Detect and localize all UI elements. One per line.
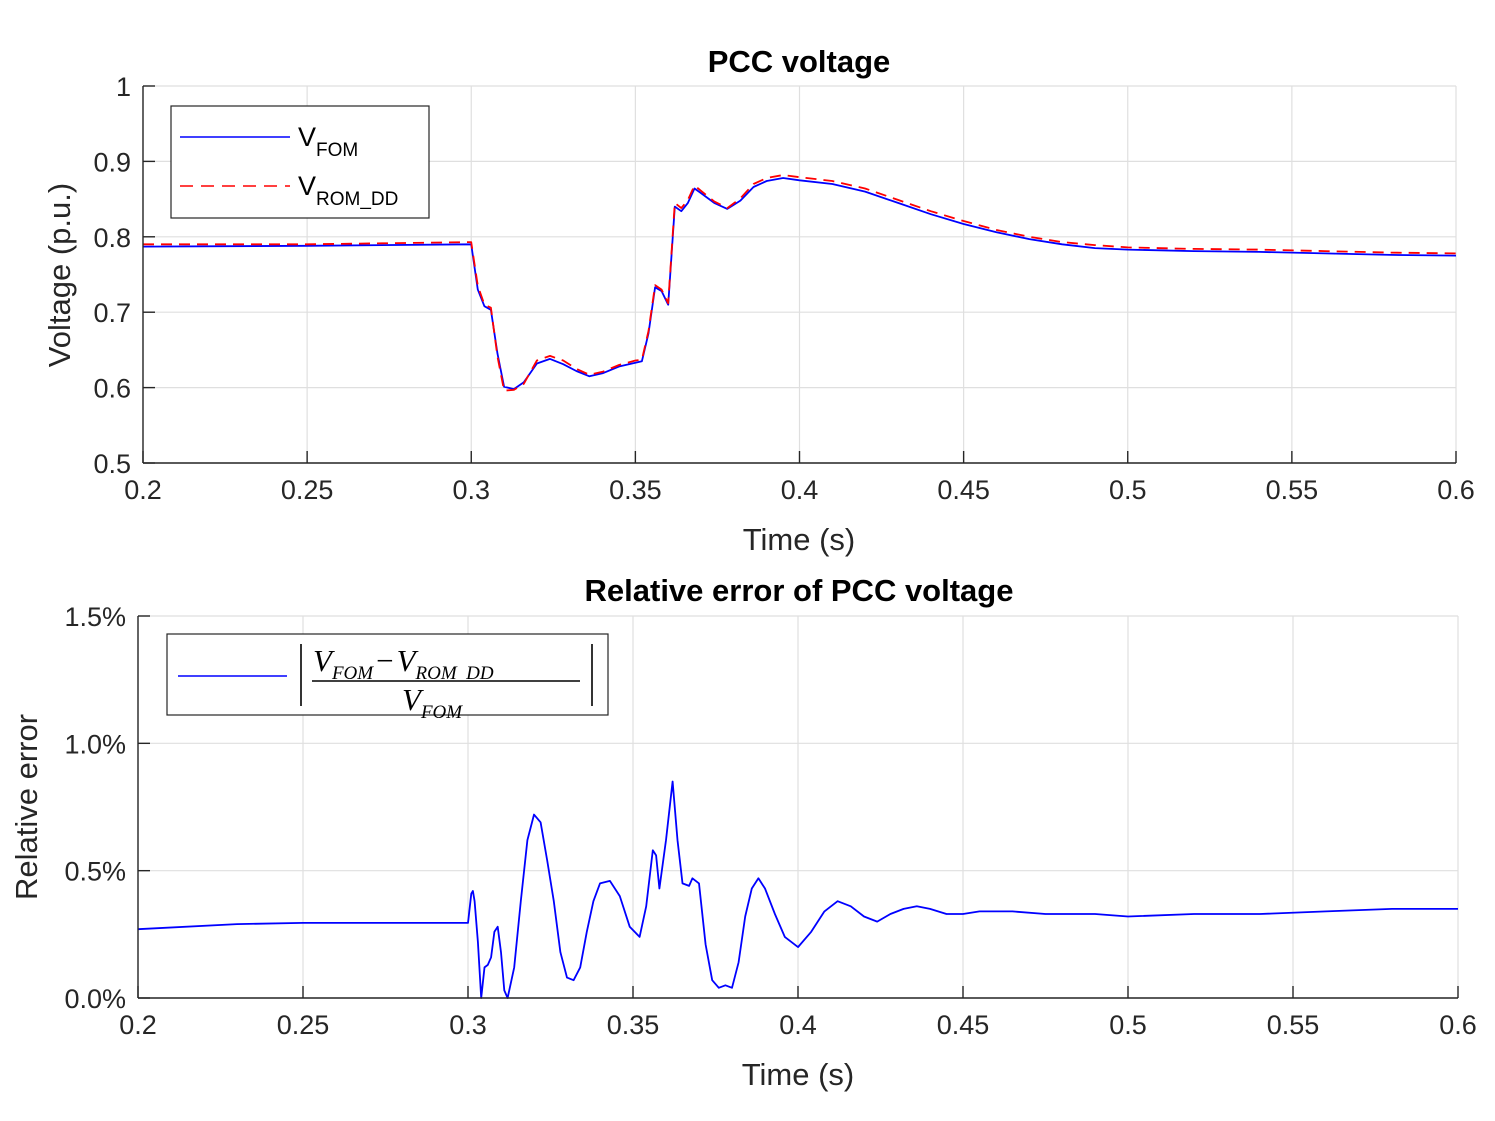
- x-tick-label: 0.6: [1437, 475, 1475, 505]
- num-left-sub: FOM: [331, 663, 374, 684]
- x-tick-label: 0.4: [779, 1010, 817, 1040]
- x-tick-label: 0.5: [1109, 1010, 1147, 1040]
- x-tick-label: 0.2: [124, 475, 162, 505]
- den-sub: FOM: [420, 702, 463, 723]
- num-right-v: V: [397, 643, 419, 678]
- legend-label-v-fom-main: V: [298, 122, 316, 152]
- legend: VFOM−VROM_DD VFOM: [166, 633, 609, 723]
- y-tick-label: 0.8: [93, 223, 131, 253]
- ticks: 0.2 0.25 0.3 0.35 0.4 0.45 0.5 0.55 0.6 0.5 0.6 0.7…: [93, 72, 1474, 505]
- x-tick-label: 0.5: [1109, 475, 1147, 505]
- x-axis-label: Time (s): [742, 1057, 855, 1092]
- formula-denominator: VFOM: [402, 682, 463, 723]
- legend: VFOM VROM_DD: [170, 105, 430, 219]
- ticks: 0.2 0.25 0.3 0.35 0.4 0.45 0.5 0.55 0.6 0.0% 0.5% 1…: [64, 602, 1476, 1040]
- series-line-1: [143, 174, 1457, 392]
- legend-label-v-fom-sub: FOM: [316, 140, 358, 161]
- x-tick-label: 0.3: [449, 1010, 487, 1040]
- formula-numerator: VFOM−VROM_DD: [313, 643, 494, 684]
- x-tick-label: 0.2: [119, 1010, 157, 1040]
- x-tick-label: 0.3: [452, 475, 490, 505]
- series-layer: [142, 174, 1457, 392]
- legend-label-v-rom-dd-main: V: [298, 171, 316, 201]
- x-tick-label: 0.55: [1267, 1010, 1320, 1040]
- num-left-v: V: [313, 643, 335, 678]
- y-tick-label: 0.0%: [64, 984, 126, 1014]
- y-axis-label: Voltage (p.u.): [42, 183, 77, 367]
- x-tick-label: 0.25: [281, 475, 334, 505]
- y-tick-label: 0.9: [93, 147, 131, 177]
- x-axis-label: Time (s): [743, 522, 856, 557]
- series-layer: [137, 780, 1458, 999]
- x-tick-label: 0.55: [1266, 475, 1319, 505]
- relative-error-chart: 0.2 0.25 0.3 0.35 0.4 0.45 0.5 0.55 0.6 0.0% 0.5% 1…: [9, 573, 1477, 1092]
- chart-title: PCC voltage: [708, 44, 891, 79]
- legend-box: [170, 105, 430, 219]
- x-tick-label: 0.45: [937, 475, 990, 505]
- den-v: V: [402, 682, 424, 717]
- x-tick-label: 0.45: [937, 1010, 990, 1040]
- x-tick-label: 0.6: [1439, 1010, 1477, 1040]
- x-tick-label: 0.4: [781, 475, 819, 505]
- legend-formula: VFOM−VROM_DD VFOM: [300, 643, 593, 723]
- legend-box: [166, 633, 609, 716]
- num-right-sub: ROM_DD: [415, 663, 494, 684]
- num-minus: −: [376, 643, 393, 678]
- legend-label-v-rom-dd: VROM_DD: [298, 171, 398, 210]
- y-tick-label: 1: [116, 72, 131, 102]
- y-tick-label: 0.6: [93, 374, 131, 404]
- x-tick-label: 0.25: [277, 1010, 330, 1040]
- y-tick-label: 1.5%: [64, 602, 126, 632]
- y-tick-label: 0.5: [93, 449, 131, 479]
- pcc-voltage-chart: 0.2 0.25 0.3 0.35 0.4 0.45 0.5 0.55 0.6 0.5 0.6 0.7…: [42, 44, 1475, 557]
- y-tick-label: 1.0%: [64, 729, 126, 759]
- y-tick-label: 0.7: [93, 298, 131, 328]
- legend-label-v-rom-dd-sub: ROM_DD: [316, 189, 398, 210]
- series-line-0: [137, 780, 1458, 999]
- x-tick-label: 0.35: [607, 1010, 660, 1040]
- y-axis-label: Relative error: [9, 714, 44, 900]
- x-tick-label: 0.35: [609, 475, 662, 505]
- grid: [142, 85, 1457, 464]
- legend-label-v-fom: VFOM: [298, 122, 358, 161]
- chart-title: Relative error of PCC voltage: [585, 573, 1014, 608]
- y-tick-label: 0.5%: [64, 857, 126, 887]
